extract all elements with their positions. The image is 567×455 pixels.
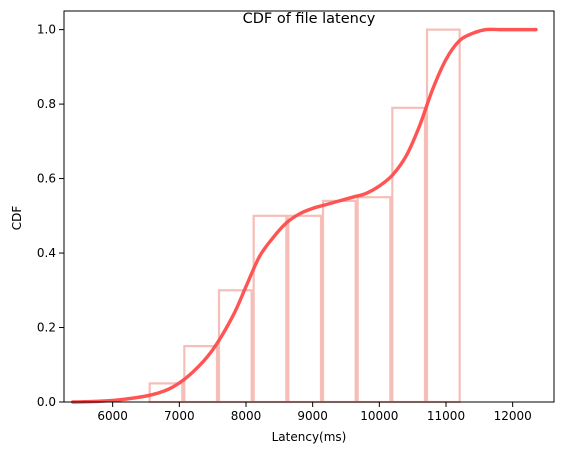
cdf-line [70,27,538,404]
y-tick-label: 0.2 [37,321,56,335]
y-tick-label: 0.8 [37,97,56,111]
x-tick-label: 10000 [360,409,398,423]
x-tick-label: 9000 [297,409,328,423]
x-axis-label: Latency(ms) [272,430,347,444]
y-tick-label: 0.6 [37,172,56,186]
x-tick-label: 11000 [427,409,465,423]
x-tick-label: 8000 [231,409,262,423]
chart-title: CDF of file latency [243,11,376,27]
x-axis-ticks: 6000 7000 8000 9000 10000 11000 12000 [97,402,532,423]
y-axis-ticks: 0.0 0.2 0.4 0.6 0.8 1.0 [37,23,64,409]
y-axis-label: CDF [10,206,24,231]
y-tick-label: 0.4 [37,246,56,260]
x-tick-label: 12000 [494,409,532,423]
y-tick-label: 1.0 [37,23,56,37]
cdf-line-layer [70,27,538,404]
x-tick-label: 6000 [97,409,128,423]
y-tick-label: 0.0 [37,395,56,409]
plot-frame [63,10,555,403]
x-tick-label: 7000 [164,409,195,423]
